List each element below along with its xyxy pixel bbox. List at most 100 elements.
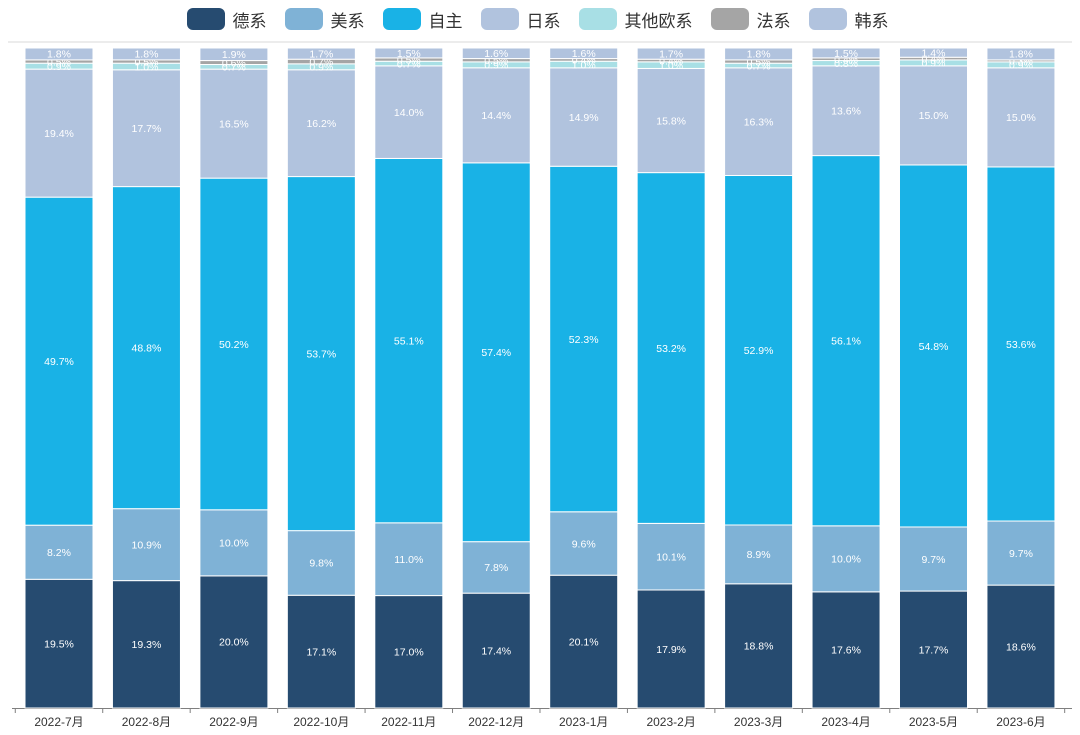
bar-segment[interactable]	[286, 176, 356, 532]
bar-segment[interactable]	[374, 595, 444, 709]
bar-segment[interactable]	[199, 68, 269, 179]
data-label: 11.0%	[394, 554, 423, 566]
bar-segment[interactable]	[374, 65, 444, 159]
x-tick-label: 2023-4月	[821, 715, 870, 729]
legend-item[interactable]: 自主	[382, 7, 463, 32]
data-label: 19.5%	[44, 638, 74, 650]
bar-segment[interactable]	[549, 511, 619, 576]
x-tick-label: 2022-12月	[468, 715, 524, 729]
bar-segment[interactable]	[286, 69, 356, 178]
legend-item[interactable]: 法系	[710, 7, 791, 32]
data-label: 1.9%	[222, 49, 246, 61]
bar-segment[interactable]	[724, 67, 794, 177]
bar-segment[interactable]	[811, 525, 881, 593]
data-label: 10.9%	[132, 539, 162, 551]
bar-segment[interactable]	[899, 65, 968, 166]
legend-item[interactable]: 德系	[186, 7, 267, 32]
bar-segment[interactable]	[899, 47, 968, 58]
bar-segment[interactable]	[899, 526, 968, 592]
bar-segment[interactable]	[899, 164, 968, 528]
legend-item[interactable]: 其他欧系	[578, 7, 693, 32]
data-label: 1.8%	[134, 49, 158, 61]
bar-segment[interactable]	[111, 69, 181, 188]
data-label: 53.2%	[656, 343, 686, 355]
data-label: 1.8%	[47, 49, 71, 61]
bar-segment[interactable]	[986, 520, 1056, 586]
data-label: 52.9%	[744, 345, 774, 357]
bar-segment[interactable]	[899, 590, 968, 709]
bar-segment[interactable]	[986, 584, 1056, 709]
legend-label: 美系	[330, 11, 365, 32]
bar-segment[interactable]	[24, 68, 94, 198]
data-label: 18.8%	[744, 641, 774, 653]
bar-segment[interactable]	[549, 165, 619, 513]
data-label: 9.6%	[572, 538, 596, 550]
data-label: 16.5%	[219, 118, 249, 130]
bar-segment[interactable]	[636, 47, 706, 60]
data-label: 1.5%	[834, 48, 858, 60]
legend-item[interactable]: 美系	[284, 7, 365, 32]
bar-segment[interactable]	[111, 186, 181, 510]
data-label: 1.0%	[134, 61, 158, 73]
legend-swatch	[186, 8, 225, 30]
bar-segment[interactable]	[199, 177, 269, 511]
chart-legend: 德系 美系 自主 日系 其他欧系 法系 韩系	[130, 0, 945, 38]
bar-segment[interactable]	[374, 47, 444, 59]
bar-segment[interactable]	[724, 175, 794, 526]
bar-segment[interactable]	[111, 47, 181, 61]
bar-segment[interactable]	[636, 172, 706, 524]
bar-segment[interactable]	[549, 574, 619, 709]
data-label: 1.8%	[747, 49, 771, 61]
data-label: 52.3%	[569, 334, 599, 346]
bar-segment[interactable]	[811, 65, 881, 157]
data-label: 14.0%	[394, 107, 424, 119]
bar-segment[interactable]	[24, 47, 94, 61]
data-label: 0.9%	[309, 62, 333, 74]
bar-segment[interactable]	[199, 509, 269, 577]
data-label: 13.6%	[831, 106, 861, 118]
bar-segment[interactable]	[286, 530, 356, 596]
bar-segment[interactable]	[724, 47, 794, 61]
bar-segment[interactable]	[461, 47, 531, 60]
data-label: 53.6%	[1006, 339, 1036, 351]
bar-segment[interactable]	[549, 67, 619, 167]
bar-segment[interactable]	[461, 67, 531, 164]
bar-segment[interactable]	[199, 47, 269, 62]
bar-segment[interactable]	[461, 541, 531, 594]
bar-segment[interactable]	[286, 47, 356, 60]
bar-segment[interactable]	[986, 166, 1056, 522]
bar-segment[interactable]	[986, 67, 1056, 168]
legend-label: 日系	[526, 11, 561, 32]
data-label: 17.6%	[831, 645, 861, 657]
data-label: 19.3%	[132, 639, 162, 651]
data-label: 57.4%	[481, 347, 511, 359]
bar-segment[interactable]	[811, 591, 881, 709]
bar-segment[interactable]	[811, 47, 881, 59]
data-label: 17.7%	[132, 123, 162, 135]
legend-item[interactable]: 日系	[480, 7, 561, 32]
x-tick-label: 2022-8月	[122, 715, 171, 729]
data-label: 55.1%	[394, 335, 424, 347]
bar-segment[interactable]	[986, 47, 1056, 61]
bar-segment[interactable]	[286, 594, 356, 709]
legend-swatch	[710, 8, 749, 30]
bar-segment[interactable]	[811, 155, 881, 527]
data-label: 10.0%	[219, 538, 249, 550]
legend-swatch	[284, 8, 323, 30]
bar-segment[interactable]	[724, 583, 794, 709]
bar-segment[interactable]	[549, 47, 619, 60]
bar-segment[interactable]	[24, 578, 94, 709]
data-label: 49.7%	[44, 356, 74, 368]
legend-label: 其他欧系	[624, 11, 693, 32]
bar-segment[interactable]	[24, 196, 94, 526]
bar-segment[interactable]	[636, 67, 706, 174]
legend-item[interactable]: 韩系	[808, 7, 889, 32]
bar-segment[interactable]	[461, 592, 531, 709]
data-label: 20.0%	[219, 637, 249, 649]
data-label: 0.9%	[484, 60, 508, 72]
bar-segment[interactable]	[636, 589, 706, 709]
bar-segment[interactable]	[636, 522, 706, 591]
bar-segment[interactable]	[461, 162, 531, 543]
legend-label: 德系	[232, 11, 267, 32]
